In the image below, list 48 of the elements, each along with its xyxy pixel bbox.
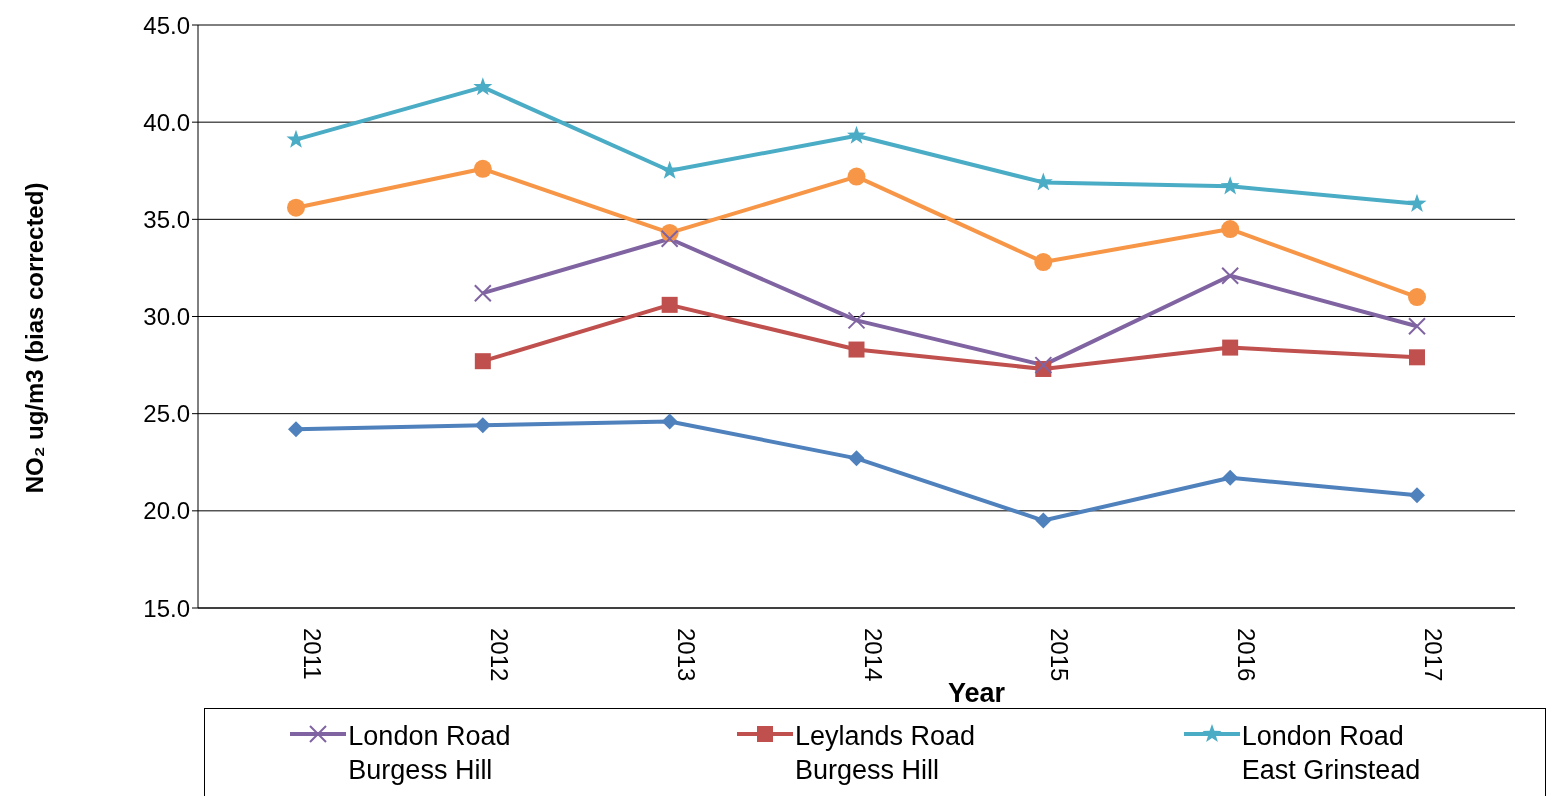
point bbox=[661, 296, 678, 313]
point bbox=[1034, 356, 1053, 375]
point bbox=[1408, 317, 1426, 336]
point bbox=[1034, 253, 1053, 272]
point bbox=[474, 353, 491, 370]
point bbox=[1222, 469, 1239, 486]
point bbox=[473, 284, 492, 303]
point bbox=[1221, 266, 1240, 285]
point bbox=[1221, 220, 1240, 239]
point bbox=[1407, 193, 1427, 212]
point bbox=[848, 450, 865, 467]
point bbox=[847, 167, 866, 186]
y-tick-label: 15.0 bbox=[143, 594, 190, 622]
point bbox=[660, 229, 679, 248]
y-tick-label: 30.0 bbox=[143, 303, 190, 331]
point bbox=[848, 341, 865, 358]
point bbox=[846, 125, 867, 144]
y-tick-label: 35.0 bbox=[143, 205, 190, 233]
point bbox=[473, 77, 493, 96]
x-axis-title: Year bbox=[947, 678, 1006, 708]
x-tick-label: 2013 bbox=[672, 628, 700, 682]
point bbox=[1035, 512, 1052, 529]
x-tick-label: 2016 bbox=[1233, 628, 1261, 682]
y-tick-label: 25.0 bbox=[143, 400, 190, 428]
point bbox=[1222, 339, 1239, 356]
x-tick-label: 2015 bbox=[1046, 628, 1074, 682]
point bbox=[474, 417, 491, 434]
y-tick-label: 20.0 bbox=[143, 497, 190, 525]
legend-label: London Road Burgess Hill bbox=[348, 720, 512, 787]
point bbox=[287, 198, 305, 217]
point bbox=[661, 413, 678, 430]
x-tick-label: 2011 bbox=[299, 628, 326, 680]
legend-label: London Road East Grinstead bbox=[1241, 720, 1422, 787]
point bbox=[1409, 487, 1425, 504]
y-axis-title: NO₂ ug/m3 (bias corrected) bbox=[21, 182, 48, 494]
x-tick-label: 2012 bbox=[485, 628, 513, 682]
point bbox=[1220, 176, 1240, 195]
point bbox=[847, 311, 866, 330]
point bbox=[288, 421, 304, 438]
point bbox=[660, 160, 680, 179]
y-tick-label: 45.0 bbox=[143, 11, 190, 39]
legend-label: Leylands Road Burgess Hill bbox=[794, 720, 977, 787]
point bbox=[1409, 349, 1425, 366]
point bbox=[1408, 288, 1426, 307]
x-tick-label: 2014 bbox=[859, 628, 887, 682]
point bbox=[473, 159, 492, 178]
x-tick-label: 2017 bbox=[1420, 628, 1447, 682]
y-tick-label: 40.0 bbox=[143, 108, 190, 136]
